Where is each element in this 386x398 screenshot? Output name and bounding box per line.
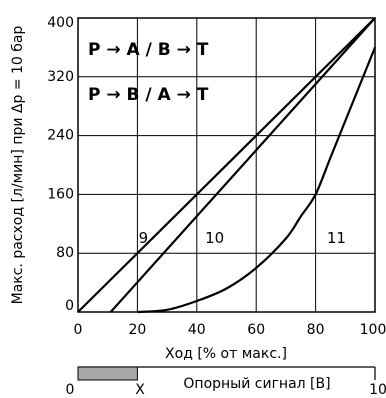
signal-bar: 0 X Опорный сигнал [В] 10 bbox=[66, 366, 386, 398]
x-tick-label: 80 bbox=[307, 322, 325, 338]
x-tick-label: 40 bbox=[188, 322, 206, 338]
y-tick-label: 400 bbox=[47, 15, 74, 31]
y-axis-label: Макс. расход [л/мин] при Δp = 10 бар bbox=[10, 26, 26, 305]
x-tick-labels: 0 20 40 60 80 100 bbox=[74, 322, 386, 338]
y-tick-label: 160 bbox=[47, 186, 74, 202]
y-tick-labels: 0 80 160 240 320 400 bbox=[47, 15, 74, 314]
y-tick-label: 0 bbox=[65, 298, 74, 314]
x-tick-label: 0 bbox=[74, 322, 83, 338]
y-tick-label: 320 bbox=[47, 69, 74, 85]
series-lines bbox=[77, 17, 377, 314]
y-tick-label: 80 bbox=[56, 245, 74, 261]
flow-label-1: P → A / B → T bbox=[88, 40, 209, 60]
series-label-11: 11 bbox=[327, 229, 346, 247]
x-tick-label: 20 bbox=[128, 322, 146, 338]
x-tick-label: 60 bbox=[247, 322, 265, 338]
plot-frame bbox=[77, 17, 376, 313]
signal-bar-title: Опорный сигнал [В] bbox=[183, 376, 330, 392]
x-tick-label: 100 bbox=[360, 322, 386, 338]
signal-bar-shaded bbox=[77, 366, 138, 381]
series-line-10 bbox=[109, 17, 376, 313]
series-line-9 bbox=[77, 17, 376, 313]
y-tick-label: 240 bbox=[47, 128, 74, 144]
series-line-11 bbox=[137, 46, 377, 314]
signal-bar-min-label: 0 bbox=[66, 382, 75, 398]
series-label-10: 10 bbox=[205, 229, 224, 247]
signal-bar-marker-label: X bbox=[135, 382, 145, 398]
signal-bar-max-label: 10 bbox=[369, 382, 386, 398]
grid bbox=[78, 18, 375, 312]
series-label-9: 9 bbox=[139, 229, 149, 247]
series-labels: 9 10 11 bbox=[139, 229, 346, 247]
x-axis-label: Ход [% от макс.] bbox=[165, 346, 287, 362]
flow-label-2: P → B / A → T bbox=[88, 85, 209, 105]
